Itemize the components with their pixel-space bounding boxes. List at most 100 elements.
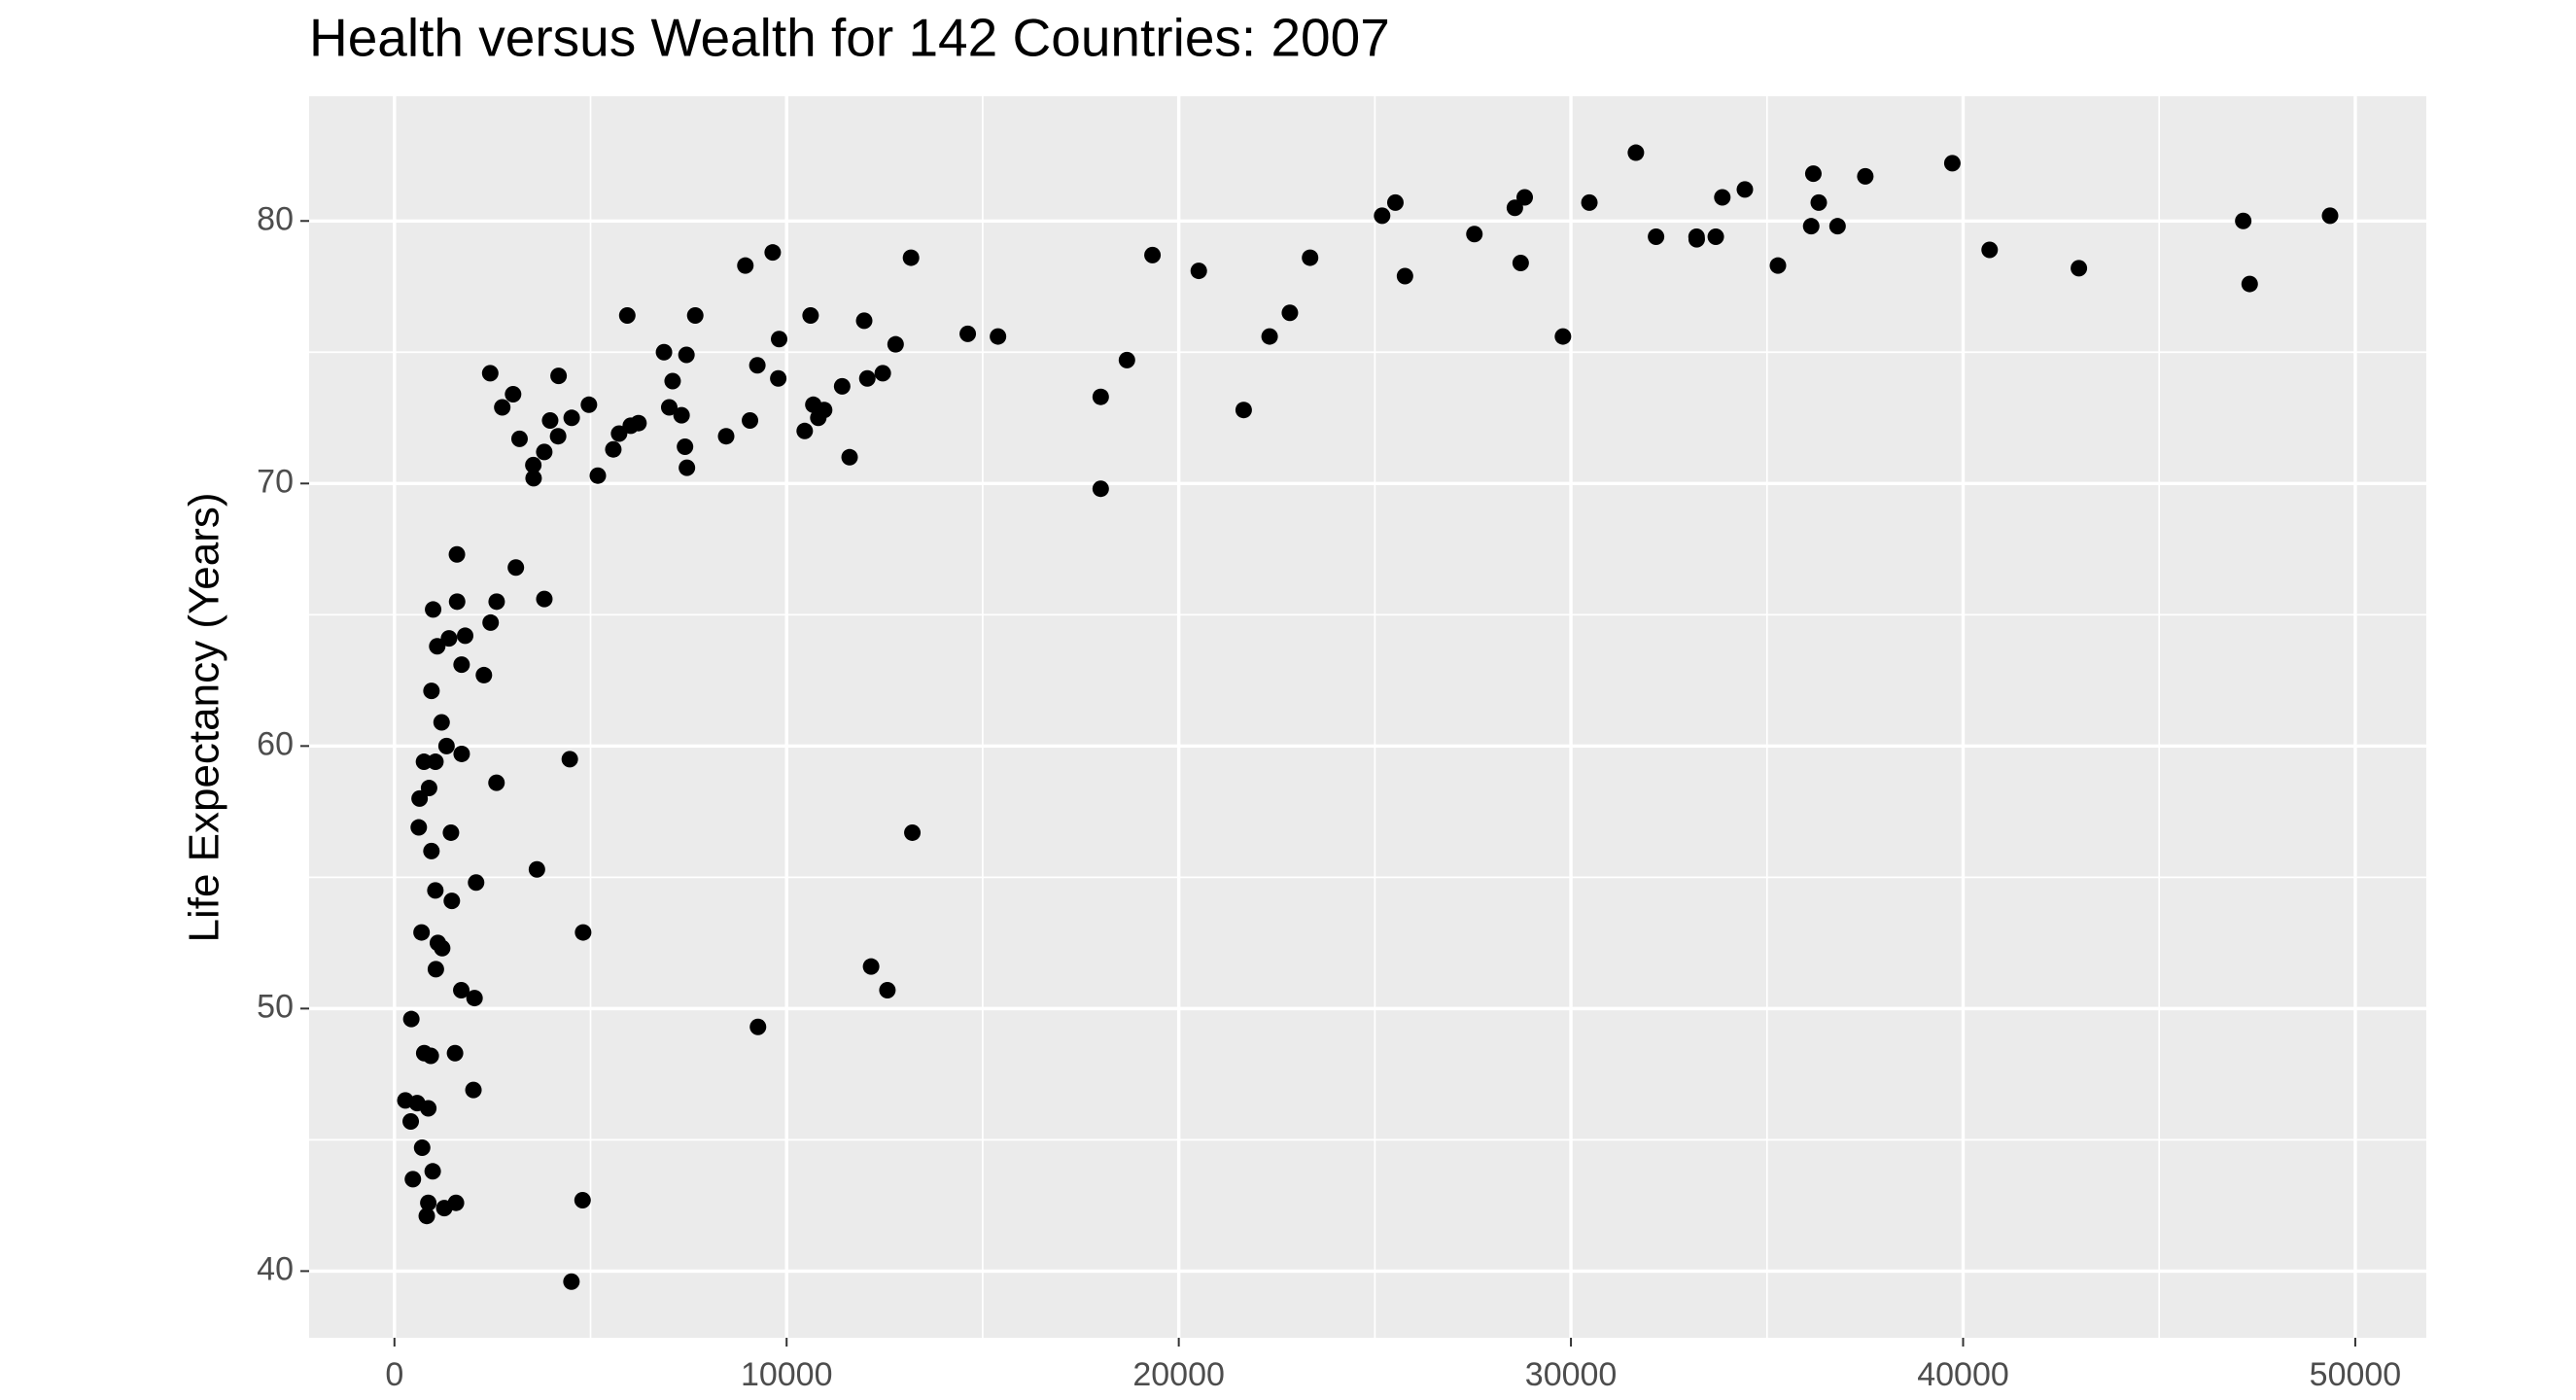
point	[771, 331, 788, 348]
y-tick-label: 80	[257, 200, 294, 237]
point	[510, 430, 528, 447]
point	[1828, 218, 1846, 235]
point	[1802, 218, 1820, 235]
point	[1261, 328, 1278, 345]
y-tick-label: 60	[257, 725, 294, 762]
point	[1943, 155, 1961, 172]
point	[1769, 257, 1787, 274]
point	[1516, 189, 1534, 206]
point	[481, 365, 499, 382]
y-tick-label: 40	[257, 1250, 294, 1287]
x-tick-label: 20000	[1132, 1356, 1225, 1393]
y-axis-title: Life Expectancy (Years)	[181, 492, 228, 942]
point	[1386, 193, 1404, 211]
point	[446, 1044, 464, 1062]
point	[402, 1112, 420, 1130]
point	[1736, 181, 1754, 198]
point	[686, 306, 704, 324]
point	[435, 1200, 453, 1217]
point	[429, 638, 446, 655]
point	[660, 399, 678, 416]
point	[862, 958, 880, 975]
x-tick-label: 40000	[1917, 1356, 2009, 1393]
point	[420, 780, 437, 797]
point	[505, 385, 522, 402]
point	[770, 369, 787, 387]
point	[1374, 207, 1391, 225]
point	[810, 409, 827, 427]
point	[2321, 207, 2339, 225]
point	[1581, 193, 1598, 211]
point	[425, 601, 442, 618]
point	[677, 438, 694, 455]
point	[448, 545, 466, 563]
point	[748, 357, 766, 374]
point	[1688, 228, 1705, 245]
point	[618, 306, 636, 324]
point	[2235, 212, 2252, 229]
point	[550, 368, 568, 385]
point	[858, 369, 876, 387]
point	[402, 1010, 420, 1028]
point	[423, 842, 440, 859]
point	[448, 593, 466, 611]
point	[427, 882, 444, 899]
point	[475, 666, 493, 683]
x-tick-label: 0	[385, 1356, 403, 1393]
point	[1810, 193, 1828, 211]
point	[413, 924, 431, 941]
point	[453, 745, 470, 762]
point	[1506, 199, 1523, 217]
point	[442, 823, 460, 841]
point	[855, 312, 873, 330]
point	[1627, 144, 1645, 161]
point	[622, 417, 640, 435]
point	[507, 559, 525, 577]
points	[397, 144, 2339, 1290]
point	[433, 714, 450, 731]
point	[678, 346, 695, 364]
point	[796, 422, 814, 439]
point	[574, 924, 592, 941]
point	[664, 372, 681, 390]
point	[959, 325, 977, 342]
point	[679, 459, 696, 476]
point	[1190, 262, 1207, 280]
point	[605, 440, 622, 458]
point	[488, 774, 505, 791]
point	[525, 456, 542, 473]
point	[488, 593, 505, 611]
point	[841, 448, 858, 466]
point	[1857, 167, 1874, 185]
point	[440, 630, 458, 648]
point	[411, 789, 429, 807]
x-tick-label: 10000	[741, 1356, 833, 1393]
point	[424, 1163, 441, 1180]
point	[879, 981, 896, 998]
point	[427, 753, 444, 771]
point	[1118, 351, 1135, 368]
point	[1144, 246, 1162, 263]
point	[610, 425, 628, 442]
point	[580, 396, 598, 413]
point	[1512, 254, 1529, 271]
point	[453, 981, 470, 998]
point	[1235, 402, 1252, 419]
point	[749, 1018, 767, 1035]
point	[1092, 388, 1109, 405]
point	[423, 682, 440, 700]
y-tick-label: 70	[257, 463, 294, 500]
point	[1302, 249, 1319, 266]
point	[2241, 275, 2258, 293]
point	[1981, 241, 1999, 259]
point	[457, 627, 474, 645]
chart-title: Health versus Wealth for 142 Countries: …	[309, 8, 1390, 68]
point	[655, 343, 673, 361]
point	[453, 656, 470, 674]
point	[563, 1273, 580, 1290]
point	[420, 1100, 437, 1117]
point	[673, 406, 690, 424]
point	[422, 1047, 439, 1065]
point	[1707, 228, 1724, 245]
